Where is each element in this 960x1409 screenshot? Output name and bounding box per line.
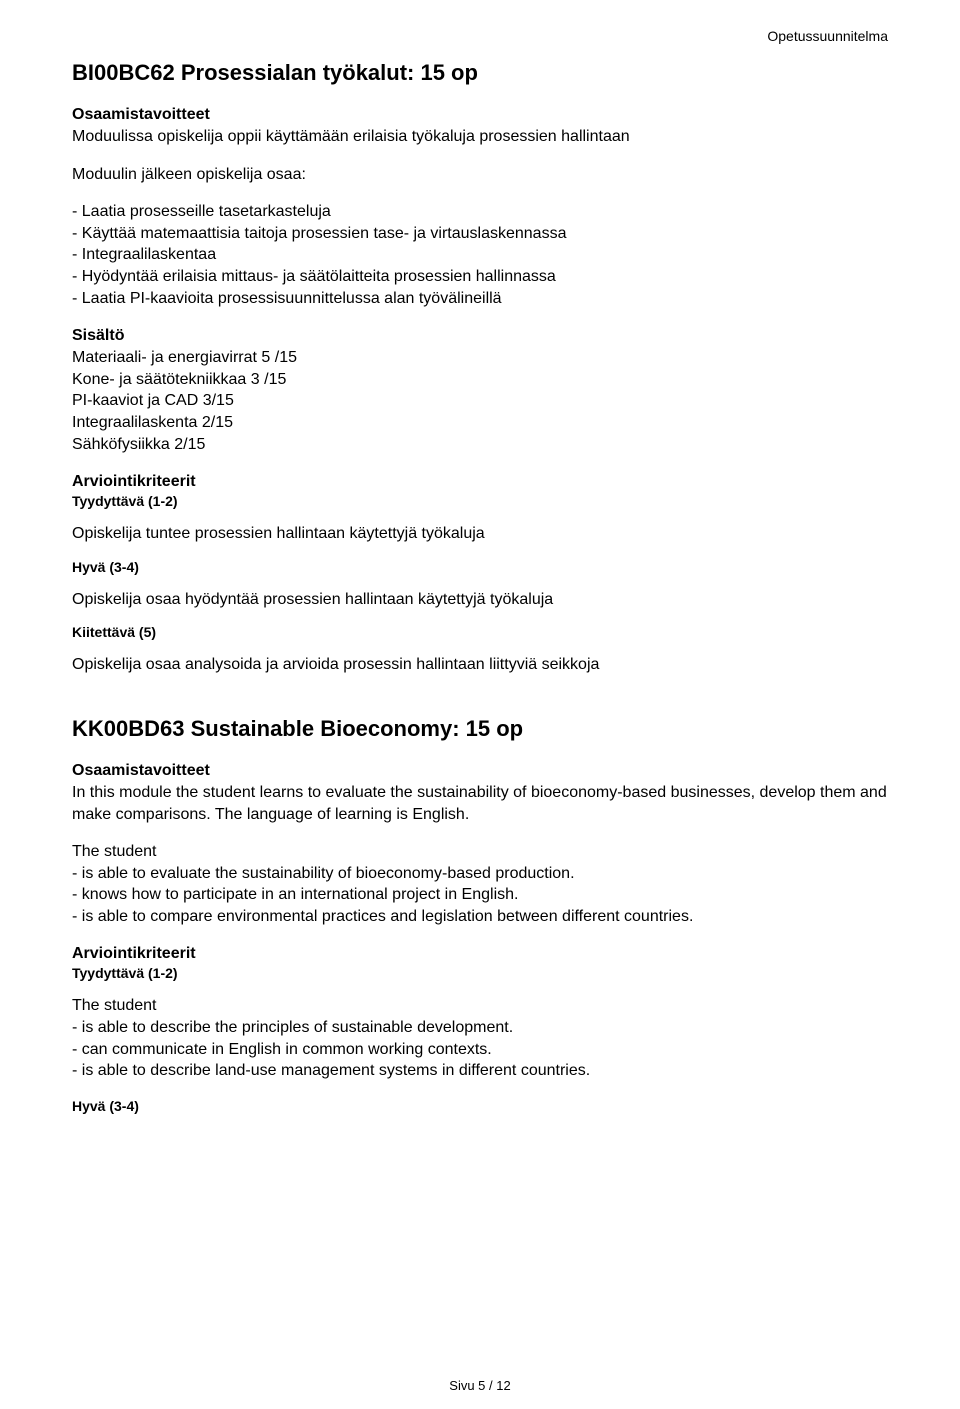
module1-sisalto-heading: Sisältö xyxy=(72,327,888,345)
module1-sisalto-item: Sähköfysiikka 2/15 xyxy=(72,434,888,456)
module2-level1-line: - is able to describe the principles of … xyxy=(72,1017,888,1039)
module1-after-module: Moduulin jälkeen opiskelija osaa: xyxy=(72,164,888,186)
module2-osaamistavoitteet-heading: Osaamistavoitteet xyxy=(72,762,888,780)
module2-title: KK00BD63 Sustainable Bioeconomy: 15 op xyxy=(72,716,888,742)
header-label: Opetussuunnitelma xyxy=(767,28,888,44)
module1-intro: Moduulissa opiskelija oppii käyttämään e… xyxy=(72,126,888,148)
module2-level2-label: Hyvä (3-4) xyxy=(72,1098,888,1114)
module1-goal: - Hyödyntää erilaisia mittaus- ja säätöl… xyxy=(72,266,888,288)
module1-title: BI00BC62 Prosessialan työkalut: 15 op xyxy=(72,60,888,86)
module1-level2-text: Opiskelija osaa hyödyntää prosessien hal… xyxy=(72,589,888,611)
module2-level1-line: - is able to describe land-use managemen… xyxy=(72,1060,888,1082)
module2-intro: In this module the student learns to eva… xyxy=(72,782,888,825)
module2-goal: - knows how to participate in an interna… xyxy=(72,884,888,906)
module1-level3-label: Kiitettävä (5) xyxy=(72,624,888,640)
module1-level3-text: Opiskelija osaa analysoida ja arvioida p… xyxy=(72,654,888,676)
module1-arviointi-heading: Arviointikriteerit xyxy=(72,473,888,491)
module2-arviointi-heading: Arviointikriteerit xyxy=(72,945,888,963)
module1-level1-text: Opiskelija tuntee prosessien hallintaan … xyxy=(72,523,888,545)
page-footer: Sivu 5 / 12 xyxy=(0,1378,960,1393)
module2-level1-label: Tyydyttävä (1-2) xyxy=(72,965,888,981)
document-page: Opetussuunnitelma BI00BC62 Prosessialan … xyxy=(0,0,960,1409)
module1-sisalto-item: Materiaali- ja energiavirrat 5 /15 xyxy=(72,347,888,369)
module1-goal: - Laatia PI-kaavioita prosessisuunnittel… xyxy=(72,288,888,310)
module2-goal: - is able to evaluate the sustainability… xyxy=(72,863,888,885)
module2-student-label: The student xyxy=(72,841,888,863)
module1-level1-label: Tyydyttävä (1-2) xyxy=(72,493,888,509)
module2-goal: - is able to compare environmental pract… xyxy=(72,906,888,928)
module2-level1-student: The student xyxy=(72,995,888,1017)
module1-goal: - Käyttää matemaattisia taitoja prosessi… xyxy=(72,223,888,245)
module2-level1-line: - can communicate in English in common w… xyxy=(72,1039,888,1061)
module1-sisalto-item: PI-kaaviot ja CAD 3/15 xyxy=(72,390,888,412)
module1-sisalto-item: Integraalilaskenta 2/15 xyxy=(72,412,888,434)
module1-goal: - Integraalilaskentaa xyxy=(72,244,888,266)
module1-sisalto-item: Kone- ja säätötekniikkaa 3 /15 xyxy=(72,369,888,391)
module1-level2-label: Hyvä (3-4) xyxy=(72,559,888,575)
module1-goal: - Laatia prosesseille tasetarkasteluja xyxy=(72,201,888,223)
module1-osaamistavoitteet-heading: Osaamistavoitteet xyxy=(72,106,888,124)
